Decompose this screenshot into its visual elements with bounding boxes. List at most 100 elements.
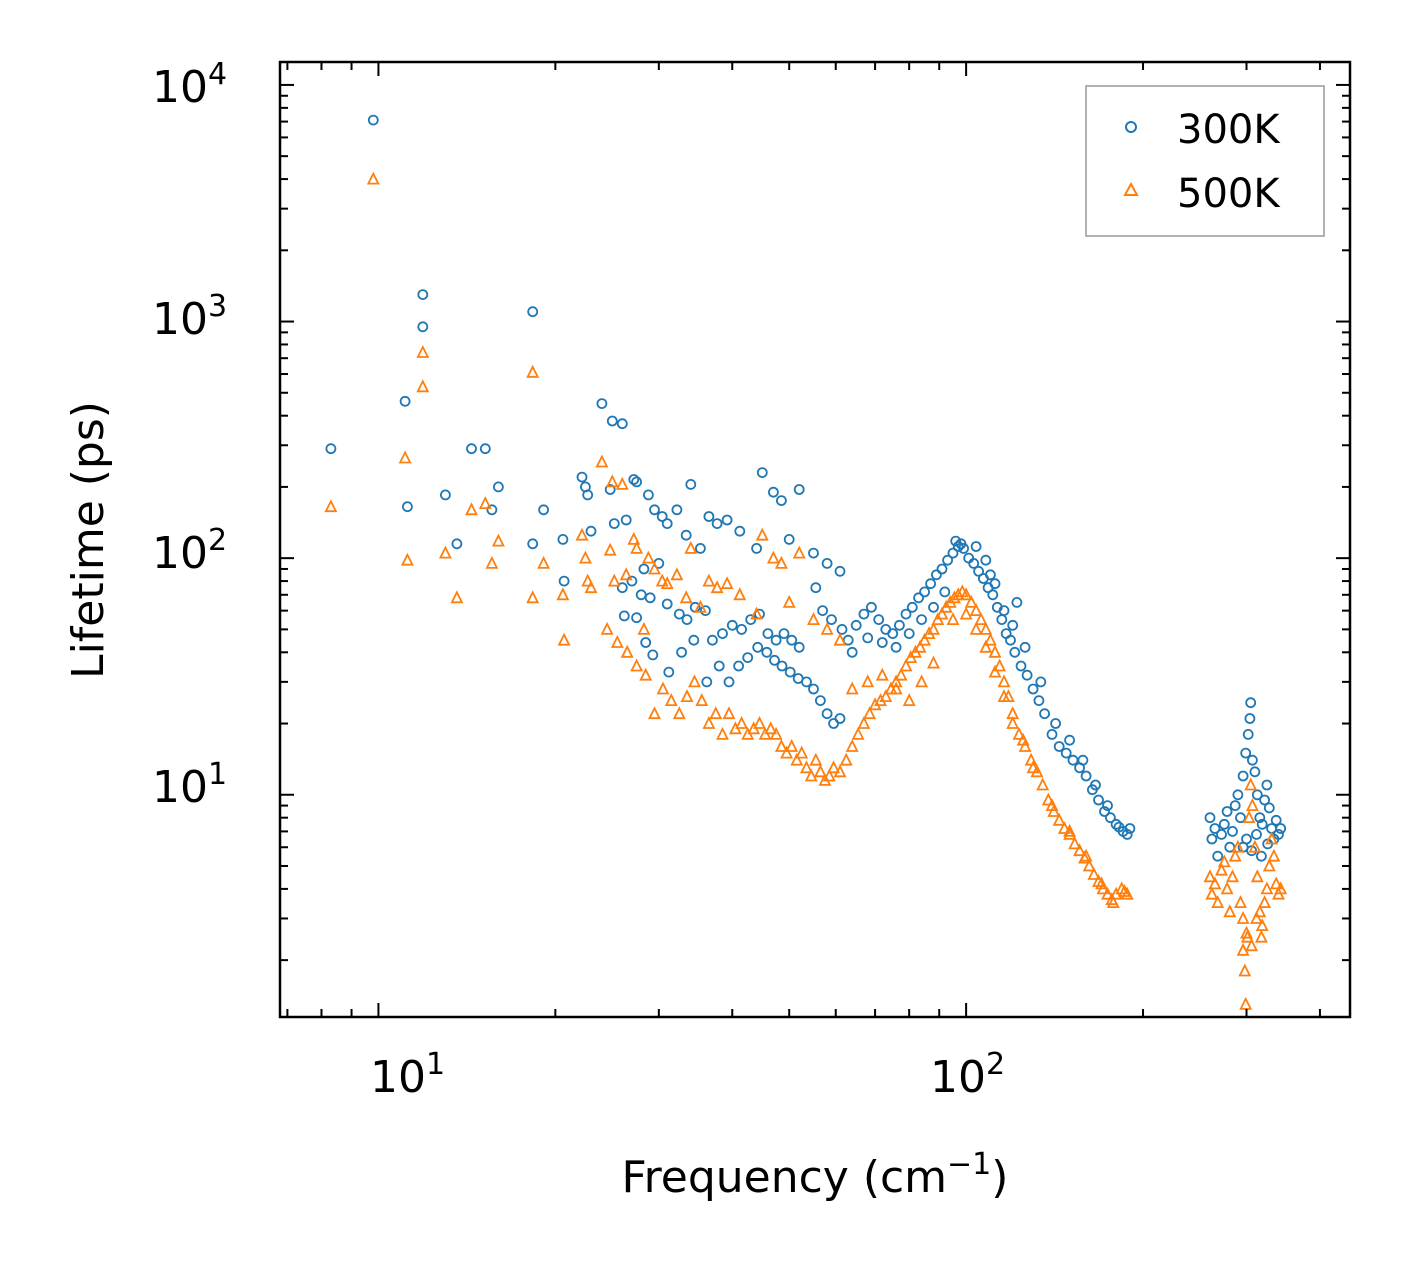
data-point-500K xyxy=(324,499,338,513)
data-point-500K xyxy=(1215,862,1228,876)
data-point-300K xyxy=(873,614,885,625)
data-point-300K xyxy=(417,289,429,301)
data-point-300K xyxy=(1077,754,1089,766)
data-point-300K xyxy=(688,634,700,646)
data-point-500K xyxy=(526,364,540,378)
data-point-300K xyxy=(656,511,668,522)
data-point-300K xyxy=(401,501,413,513)
data-point-500K xyxy=(997,674,1011,688)
data-point-500K xyxy=(702,715,716,729)
data-point-500K xyxy=(1245,798,1259,811)
data-point-500K xyxy=(750,606,764,620)
data-point-500K xyxy=(670,567,684,581)
data-point-300K xyxy=(608,518,620,529)
data-point-300K xyxy=(1046,729,1058,740)
data-point-500K xyxy=(1079,848,1093,862)
data-point-300K xyxy=(1218,818,1230,830)
data-point-500K xyxy=(581,573,595,587)
data-point-300K xyxy=(647,649,659,661)
data-point-500K xyxy=(615,476,629,490)
data-point-300K xyxy=(1240,747,1252,759)
data-point-300K xyxy=(936,563,948,575)
data-point-300K xyxy=(701,676,713,688)
data-point-300K xyxy=(649,504,660,516)
data-point-500K xyxy=(804,768,818,782)
data-point-300K xyxy=(1015,660,1027,672)
data-point-500K xyxy=(709,706,723,720)
data-point-300K xyxy=(1080,770,1092,782)
data-point-500K xyxy=(575,527,589,541)
data-point-300K xyxy=(1237,770,1249,782)
data-point-500K xyxy=(465,502,478,516)
data-point-300K xyxy=(557,534,569,545)
data-point-300K xyxy=(717,628,728,639)
data-point-300K xyxy=(1245,697,1257,709)
data-point-500K xyxy=(416,379,430,393)
data-point-500K xyxy=(889,681,903,695)
data-point-300K xyxy=(676,646,687,658)
data-point-300K xyxy=(866,601,877,613)
data-point-300K xyxy=(466,443,477,455)
data-point-300K xyxy=(1241,833,1252,845)
data-point-300K xyxy=(980,554,992,566)
data-point-500K xyxy=(1244,777,1258,791)
data-point-500K xyxy=(660,576,674,590)
data-point-500K xyxy=(764,721,778,735)
data-point-500K xyxy=(664,693,678,706)
data-point-500K xyxy=(927,655,940,669)
data-point-500K xyxy=(1006,715,1020,729)
data-point-500K xyxy=(861,674,875,688)
data-point-300K xyxy=(1256,850,1267,862)
data-point-300K xyxy=(815,695,826,706)
y-tick-label-1000: 103 xyxy=(152,289,227,345)
data-point-500K xyxy=(1226,869,1239,883)
data-point-500K xyxy=(889,674,903,688)
data-point-300K xyxy=(596,398,608,410)
data-point-500K xyxy=(398,450,412,464)
data-point-500K xyxy=(774,555,788,569)
data-point-300K xyxy=(786,634,798,646)
data-point-500K xyxy=(1063,826,1077,840)
data-point-500K xyxy=(1258,895,1272,908)
data-point-500K xyxy=(1239,996,1253,1010)
data-point-300K xyxy=(783,534,795,545)
data-point-500K xyxy=(774,738,788,752)
data-point-500K xyxy=(969,621,983,635)
data-point-500K xyxy=(833,764,847,778)
data-point-300K xyxy=(1011,597,1023,608)
legend-label-500K: 500K xyxy=(1177,171,1281,217)
data-point-300K xyxy=(628,474,640,485)
data-point-500K xyxy=(693,599,707,613)
data-point-500K xyxy=(720,576,734,590)
data-point-300K xyxy=(810,582,822,594)
data-point-300K xyxy=(808,547,819,559)
data-point-500K xyxy=(1267,848,1281,862)
data-point-300K xyxy=(1242,729,1254,740)
data-point-500K xyxy=(1012,726,1026,740)
data-point-300K xyxy=(695,543,706,554)
data-point-300K xyxy=(538,504,549,516)
data-point-300K xyxy=(1263,802,1275,814)
data-point-500K xyxy=(607,573,621,587)
data-point-300K xyxy=(399,395,411,407)
data-point-500K xyxy=(1095,876,1108,890)
data-point-500K xyxy=(974,612,988,625)
data-point-500K xyxy=(1245,938,1259,952)
data-point-500K xyxy=(637,621,651,635)
data-point-300K xyxy=(1027,683,1039,695)
data-point-500K xyxy=(988,664,1002,678)
data-point-300K xyxy=(1121,829,1133,840)
data-point-300K xyxy=(703,511,715,522)
data-point-300K xyxy=(950,535,962,547)
data-point-500K xyxy=(979,639,993,653)
data-point-500K xyxy=(735,715,749,729)
data-point-300K xyxy=(756,467,768,479)
data-point-500K xyxy=(485,555,499,569)
data-point-500K xyxy=(959,587,973,601)
data-point-300K xyxy=(643,489,654,501)
data-point-500K xyxy=(863,706,877,720)
data-point-300K xyxy=(1209,823,1221,834)
data-point-500K xyxy=(578,550,592,564)
data-point-500K xyxy=(845,681,859,695)
data-point-500K xyxy=(584,580,598,594)
